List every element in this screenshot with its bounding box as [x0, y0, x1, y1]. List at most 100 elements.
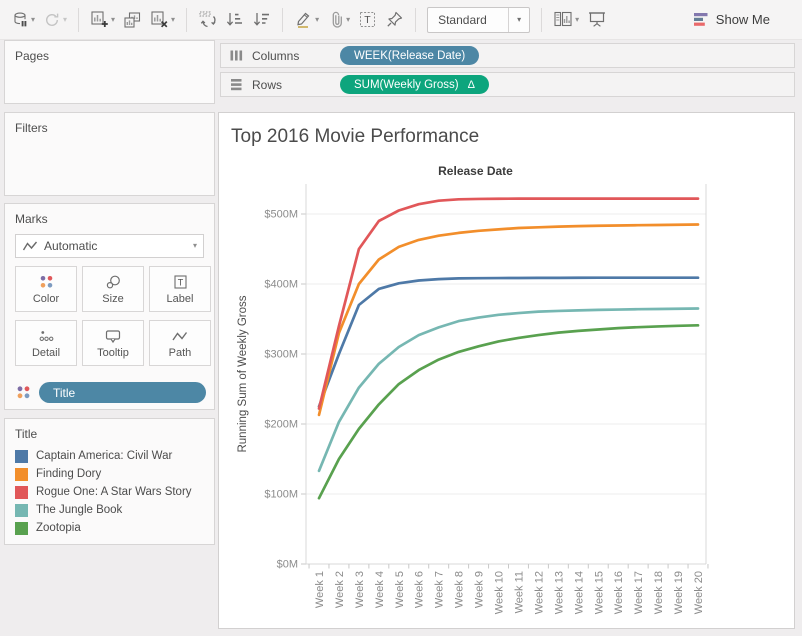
columns-shelf[interactable]: Columns WEEK(Release Date)	[220, 43, 795, 68]
show-hide-cards-button[interactable]: ▾	[550, 5, 582, 35]
x-tick-label: Week 7	[434, 571, 446, 608]
toolbar-separator	[415, 8, 416, 32]
chevron-down-icon[interactable]: ▾	[193, 242, 197, 250]
tableau-window: ▾ ▾ ▾	[0, 0, 802, 636]
x-tick-label: Week 3	[354, 571, 366, 608]
tooltip-button-label: Tooltip	[97, 347, 129, 359]
worksheet-view: Top 2016 Movie Performance Release Date …	[218, 112, 795, 629]
color-button[interactable]: Color	[15, 266, 77, 312]
size-button[interactable]: Size	[82, 266, 144, 312]
sort-descending-icon	[252, 10, 271, 29]
run-update-button[interactable]: ▾	[40, 5, 70, 35]
fit-selector[interactable]: Standard ▾	[427, 7, 530, 33]
legend-swatch	[15, 450, 28, 463]
x-tick-label: Week 15	[593, 571, 605, 614]
pages-card[interactable]: Pages	[4, 40, 215, 104]
legend-swatch	[15, 522, 28, 535]
y-tick-label: $0M	[277, 559, 298, 571]
fix-axes-button[interactable]	[382, 5, 407, 35]
rows-pill-sum-weekly-gross[interactable]: SUM(Weekly Gross) Δ	[340, 75, 489, 94]
legend-item[interactable]: Rogue One: A Star Wars Story	[5, 483, 214, 501]
show-me-button[interactable]: Show Me	[688, 9, 776, 30]
color-button-label: Color	[33, 293, 59, 305]
title-pill-label: Title	[53, 386, 75, 400]
dropdown-caret-icon[interactable]: ▾	[63, 16, 67, 24]
label-button-label: Label	[167, 293, 194, 305]
svg-text:T: T	[177, 277, 183, 287]
show-hide-cards-icon	[553, 10, 573, 29]
highlight-button[interactable]: ▾	[291, 5, 322, 35]
x-tick-label: Week 1	[314, 571, 326, 608]
toolbar-separator	[541, 8, 542, 32]
clear-sheet-icon	[150, 10, 169, 29]
rows-shelf[interactable]: Rows SUM(Weekly Gross) Δ	[220, 72, 795, 97]
series-line-zootopia[interactable]	[319, 325, 698, 498]
marks-pill-row: Title	[15, 382, 206, 403]
new-worksheet-button[interactable]: ▾	[87, 5, 118, 35]
chevron-down-icon[interactable]: ▾	[508, 8, 529, 32]
series-line-rogue-one-a-star-wars-story[interactable]	[319, 199, 698, 409]
tooltip-bubble-icon	[104, 328, 122, 344]
x-tick-label: Week 2	[334, 571, 346, 608]
refresh-icon	[43, 11, 61, 29]
legend-label: Finding Dory	[36, 468, 101, 480]
swap-rows-columns-button[interactable]	[195, 5, 220, 35]
detail-button[interactable]: Detail	[15, 320, 77, 366]
toolbar-separator	[186, 8, 187, 32]
path-button[interactable]: Path	[149, 320, 211, 366]
dropdown-caret-icon[interactable]: ▾	[575, 16, 579, 24]
mark-type-value: Automatic	[44, 239, 191, 253]
title-pill[interactable]: Title	[39, 382, 206, 403]
rows-pill-label: SUM(Weekly Gross)	[354, 79, 459, 91]
legend-items: Captain America: Civil War Finding Dory Ro…	[5, 447, 214, 537]
toolbar-separator	[282, 8, 283, 32]
x-tick-label: Week 11	[513, 571, 525, 613]
y-tick-label: $300M	[264, 349, 298, 361]
x-tick-label: Week 13	[553, 571, 565, 614]
clear-sheet-button[interactable]: ▾	[147, 5, 178, 35]
duplicate-sheet-button[interactable]	[120, 5, 145, 35]
dropdown-caret-icon[interactable]: ▾	[111, 16, 115, 24]
show-mark-labels-button[interactable]: T	[355, 5, 380, 35]
presentation-mode-button[interactable]	[584, 5, 610, 35]
dropdown-caret-icon[interactable]: ▾	[346, 16, 350, 24]
series-line-finding-dory[interactable]	[319, 225, 698, 415]
tooltip-button[interactable]: Tooltip	[82, 320, 144, 366]
x-tick-label: Week 19	[673, 571, 685, 614]
line-chart[interactable]: $0M$100M$200M$300M$400M$500MWeek 1Week 2…	[219, 113, 796, 630]
sort-ascending-button[interactable]	[222, 5, 247, 35]
legend-item[interactable]: Finding Dory	[5, 465, 214, 483]
pause-auto-updates-button[interactable]: ▾	[7, 5, 38, 35]
series-line-the-jungle-book[interactable]	[319, 309, 698, 471]
series-line-captain-america-civil-war[interactable]	[319, 278, 698, 407]
columns-pill-week-release-date[interactable]: WEEK(Release Date)	[340, 46, 479, 65]
dropdown-caret-icon[interactable]: ▾	[315, 16, 319, 24]
filters-card[interactable]: Filters	[4, 112, 215, 196]
dropdown-caret-icon[interactable]: ▾	[171, 16, 175, 24]
group-members-button[interactable]: ▾	[324, 5, 353, 35]
rows-icon	[229, 77, 244, 92]
mark-type-selector[interactable]: Automatic ▾	[15, 234, 204, 258]
x-tick-label: Week 16	[613, 571, 625, 614]
sort-ascending-icon	[225, 10, 244, 29]
y-tick-label: $500M	[264, 209, 298, 221]
legend-swatch	[15, 504, 28, 517]
legend-label: Zootopia	[36, 522, 81, 534]
detail-button-label: Detail	[32, 347, 60, 359]
legend-label: The Jungle Book	[36, 504, 122, 516]
line-mark-icon	[22, 239, 38, 253]
columns-icon	[229, 48, 244, 63]
sort-descending-button[interactable]	[249, 5, 274, 35]
fit-selector-value: Standard	[428, 13, 508, 27]
legend-item[interactable]: The Jungle Book	[5, 501, 214, 519]
dropdown-caret-icon[interactable]: ▾	[31, 16, 35, 24]
svg-text:T: T	[364, 14, 371, 26]
label-button[interactable]: T Label	[149, 266, 211, 312]
legend-item[interactable]: Zootopia	[5, 519, 214, 537]
legend-card-title: Title	[5, 419, 214, 445]
toolbar: ▾ ▾ ▾	[0, 0, 802, 40]
marks-buttons: Color Size T Label	[15, 266, 204, 366]
x-tick-label: Week 18	[653, 571, 665, 614]
legend-item[interactable]: Captain America: Civil War	[5, 447, 214, 465]
path-button-label: Path	[169, 347, 192, 359]
